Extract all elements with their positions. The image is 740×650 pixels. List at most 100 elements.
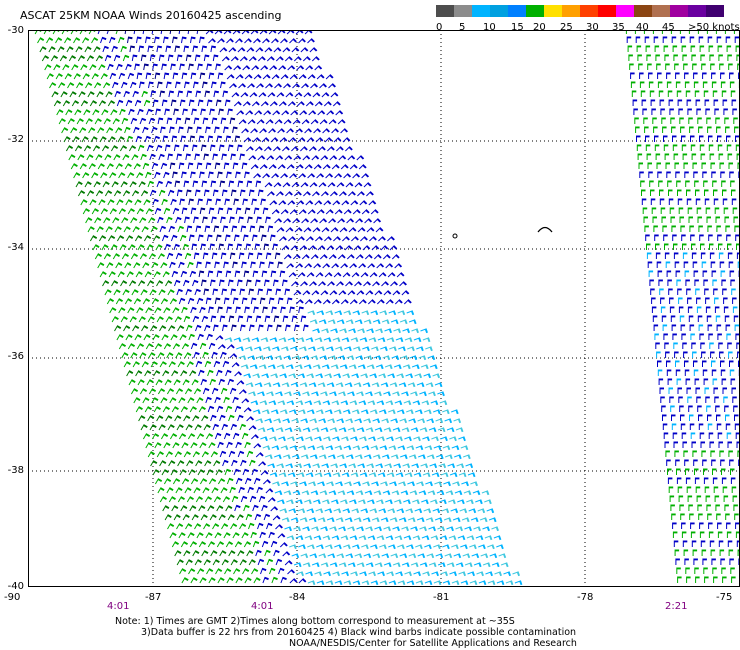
- wind-barb: [282, 418, 291, 424]
- wind-barb: [343, 209, 352, 215]
- wind-barb: [734, 36, 740, 43]
- wind-barb: [385, 535, 394, 541]
- wind-barb: [684, 369, 690, 376]
- wind-barb: [338, 562, 347, 568]
- wind-barb: [135, 271, 143, 278]
- wind-barb: [243, 504, 250, 512]
- map-title: ASCAT 25KM NOAA Winds 20160425 ascending: [20, 9, 282, 22]
- wind-barb: [626, 36, 632, 43]
- wind-barb: [281, 245, 290, 251]
- wind-barb: [455, 526, 463, 532]
- wind-barb: [310, 83, 318, 89]
- wind-barb: [368, 571, 376, 577]
- wind-barb: [705, 108, 710, 115]
- wind-barb: [307, 310, 316, 316]
- wind-barb: [140, 190, 149, 197]
- wind-barb: [496, 580, 505, 586]
- wind-barb: [286, 499, 294, 505]
- wind-barb: [725, 513, 730, 520]
- wind-barb: [400, 355, 409, 361]
- wind-barb: [74, 109, 82, 116]
- wind-barb: [675, 72, 680, 79]
- wind-barb: [261, 270, 268, 278]
- wind-barb: [404, 472, 413, 478]
- wind-barb: [416, 517, 425, 523]
- wind-barb: [425, 517, 434, 523]
- wind-barb: [325, 445, 334, 451]
- wind-barb: [105, 226, 113, 233]
- wind-barb: [678, 297, 683, 304]
- wind-barb: [356, 391, 364, 397]
- wind-barb: [113, 190, 122, 197]
- wind-barb: [677, 486, 683, 493]
- wind-barb: [657, 360, 662, 367]
- wind-barb: [208, 442, 216, 449]
- wind-barb: [500, 562, 509, 568]
- wind-barb: [283, 454, 291, 460]
- wind-barb: [263, 243, 269, 251]
- wind-barb: [263, 346, 271, 352]
- wind-barb: [207, 369, 214, 377]
- wind-barb: [656, 351, 661, 358]
- wind-barb: [484, 535, 493, 541]
- wind-barb: [487, 580, 496, 586]
- wind-barb: [238, 83, 246, 89]
- wind-barb: [122, 289, 130, 296]
- wind-barb: [437, 526, 445, 532]
- wind-barb: [668, 198, 674, 205]
- wind-barb: [348, 328, 356, 334]
- wind-barb: [167, 54, 174, 62]
- wind-barb: [460, 445, 469, 451]
- wind-barb: [672, 531, 678, 538]
- wind-barb: [664, 342, 669, 349]
- wind-barb: [265, 119, 274, 125]
- swath-east: [625, 30, 740, 583]
- wind-barb: [224, 337, 233, 343]
- wind-barb: [310, 355, 319, 361]
- wind-barb: [381, 418, 390, 424]
- wind-barb: [649, 279, 654, 286]
- wind-barb: [185, 153, 191, 161]
- wind-barb: [302, 427, 311, 433]
- wind-barb: [657, 72, 662, 79]
- wind-barb: [661, 315, 667, 322]
- wind-barb: [697, 405, 702, 412]
- wind-barb: [317, 110, 326, 116]
- wind-barb: [399, 281, 407, 287]
- wind-barb: [63, 136, 71, 143]
- wind-barb: [693, 360, 698, 367]
- wind-barb: [55, 37, 63, 44]
- wind-barb: [254, 110, 263, 116]
- wind-barb: [155, 108, 161, 116]
- wind-barb: [145, 72, 152, 80]
- wind-barb: [688, 30, 690, 34]
- wind-barb: [191, 514, 199, 521]
- color-scale-label: 25: [560, 22, 573, 33]
- wind-barb: [647, 63, 652, 70]
- wind-barb: [710, 261, 716, 268]
- wind-barb: [638, 63, 643, 70]
- wind-barb: [714, 396, 719, 403]
- wind-barb: [374, 391, 382, 397]
- wind-barb: [262, 409, 270, 415]
- wind-barb: [491, 526, 499, 532]
- wind-barb: [460, 580, 469, 586]
- wind-barb: [630, 81, 636, 88]
- wind-barb: [672, 135, 677, 142]
- wind-barb: [299, 110, 308, 116]
- wind-barb: [328, 355, 337, 361]
- wind-barb: [725, 324, 731, 331]
- wind-barb: [294, 324, 300, 332]
- wind-barb: [237, 279, 243, 287]
- wind-barb: [319, 454, 327, 460]
- wind-barb: [232, 432, 240, 440]
- wind-barb: [374, 427, 383, 433]
- wind-barb: [276, 324, 282, 332]
- wind-barb: [408, 553, 417, 559]
- wind-barb: [346, 355, 355, 361]
- wind-barb: [227, 144, 234, 152]
- wind-barb: [268, 164, 277, 170]
- wind-barb: [261, 540, 269, 548]
- wind-barb: [85, 118, 93, 125]
- wind-barb: [88, 127, 96, 134]
